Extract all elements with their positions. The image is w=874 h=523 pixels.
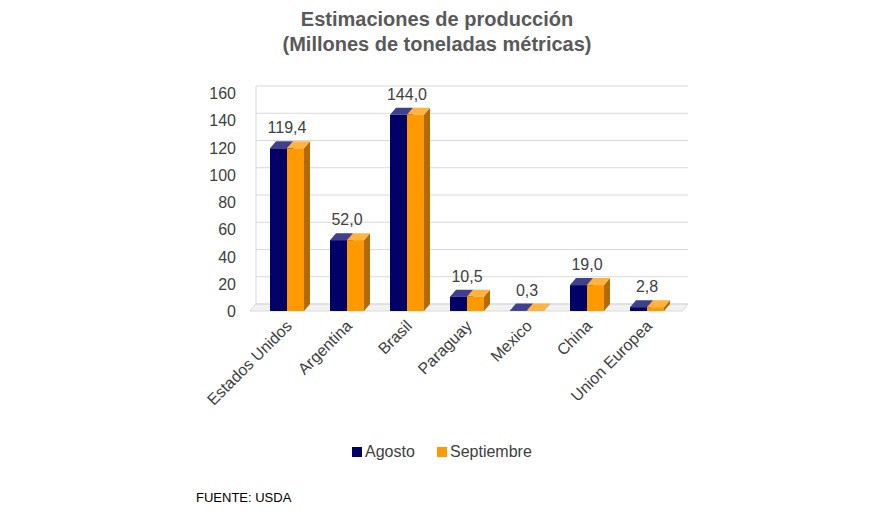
- data-label: 0,3: [516, 282, 538, 299]
- bar-side: [304, 141, 310, 311]
- bar-top: [467, 290, 490, 297]
- y-tick-label: 60: [218, 221, 236, 238]
- x-tick-label: Estados Unidos: [204, 317, 295, 408]
- bar: [450, 297, 467, 311]
- legend-swatch: [352, 447, 362, 457]
- grid-line: [256, 222, 688, 223]
- x-tick-label: Brasil: [375, 317, 415, 357]
- grid-line: [256, 86, 688, 87]
- y-tick-label: 120: [209, 140, 236, 157]
- data-label: 119,4: [268, 119, 307, 136]
- bar: [330, 240, 347, 311]
- bar: [467, 297, 484, 311]
- bar-top: [587, 278, 610, 285]
- bar: [390, 115, 407, 311]
- x-tick-label: Mexico: [487, 317, 535, 365]
- bar: [527, 310, 544, 312]
- data-label: 144,0: [387, 86, 427, 103]
- y-tick-label: 20: [218, 276, 236, 293]
- bar: [287, 148, 304, 311]
- bar: [347, 240, 364, 311]
- x-tick-label: Paraguay: [415, 317, 475, 377]
- bar: [587, 285, 604, 311]
- legend-label: Agosto: [365, 443, 415, 460]
- bar: [570, 285, 587, 311]
- y-tick-label: 100: [209, 167, 236, 184]
- bar-top: [647, 300, 670, 307]
- y-tick-label: 80: [218, 194, 236, 211]
- data-label: 2,8: [636, 278, 658, 295]
- bar-side: [424, 108, 430, 311]
- bar: [630, 307, 647, 311]
- bar: [407, 115, 424, 311]
- source: FUENTE: USDA: [196, 490, 292, 505]
- grid-line: [256, 195, 688, 196]
- x-tick-label: China: [554, 317, 596, 359]
- chart: Estimaciones de producción (Millones de t…: [0, 0, 874, 523]
- bar: [647, 307, 664, 311]
- y-tick-label: 140: [209, 112, 236, 129]
- grid-line: [256, 167, 688, 168]
- bar-top: [407, 108, 430, 115]
- grid-line: [256, 140, 688, 141]
- bar: [510, 310, 527, 312]
- x-tick-label: Union Europea: [568, 317, 656, 405]
- legend-swatch: [437, 447, 447, 457]
- legend-label: Septiembre: [450, 443, 532, 460]
- grid-line: [256, 113, 688, 114]
- x-tick-label: Argentina: [295, 317, 356, 378]
- title: Estimaciones de producción: [301, 8, 573, 30]
- data-label: 19,0: [571, 256, 602, 273]
- subtitle: (Millones de toneladas métricas): [283, 33, 592, 55]
- data-label: 52,0: [331, 211, 362, 228]
- grid-line: [256, 249, 688, 250]
- bar-top: [347, 233, 370, 240]
- data-label: 10,5: [451, 268, 482, 285]
- y-tick-label: 0: [227, 303, 236, 320]
- bars: [270, 108, 670, 311]
- y-tick-label: 40: [218, 249, 236, 266]
- bar-top: [527, 304, 550, 311]
- bar: [270, 148, 287, 311]
- bar-top: [287, 141, 310, 148]
- bar-side: [364, 233, 370, 311]
- y-tick-label: 160: [209, 85, 236, 102]
